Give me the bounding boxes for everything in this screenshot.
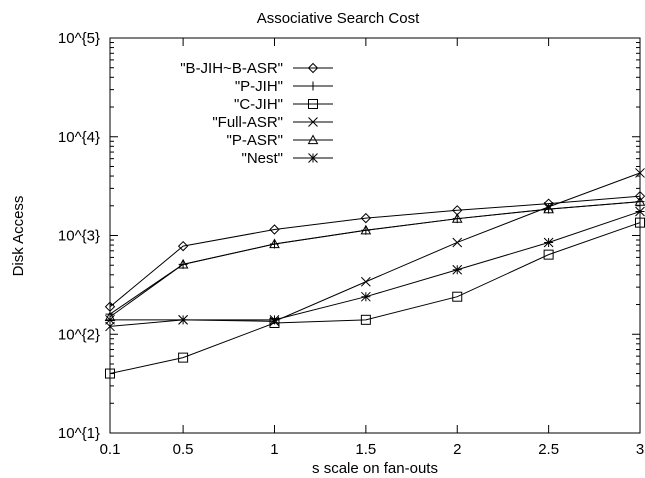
series-line (109, 201, 641, 318)
data-point-triangle (451, 213, 463, 223)
y-tick-label: 10^{3} (58, 228, 100, 245)
legend: "B-JIH~B-ASR""P-JIH""C-JIH""Full-ASR""P-… (180, 60, 333, 167)
data-point-star (635, 206, 645, 217)
data-point-star (105, 314, 115, 325)
x-tick-label: 2 (453, 441, 461, 458)
data-point-triangle (634, 196, 645, 206)
data-point-cross (361, 276, 371, 287)
series-line (110, 211, 641, 321)
data-point-triangle (543, 203, 554, 214)
y-tick-label: 10^{4} (58, 129, 100, 146)
data-point-square (360, 314, 371, 325)
data-point-star (178, 314, 188, 325)
series-line (109, 195, 641, 308)
x-tick-label: 2.5 (538, 441, 559, 458)
plot-frame (109, 37, 641, 434)
series-line (109, 222, 641, 375)
axis-ticks: 0.1 0.5 1 1.5 2 2.5 3 10^{1} 10^{2} 10^{3} 10^{4} 1… (58, 30, 644, 458)
legend-marker-cross (308, 117, 318, 127)
data-point-star (269, 314, 280, 325)
legend-marker-square (308, 99, 318, 109)
x-tick-label: 0.5 (173, 441, 194, 458)
data-point-square (543, 249, 554, 260)
series-line (109, 201, 641, 315)
legend-entry: "Nest" (242, 150, 333, 167)
legend-label: "C-JIH" (234, 96, 283, 113)
data-point-triangle (269, 238, 280, 249)
x-tick-label: 0.1 (100, 441, 121, 458)
series-layer (104, 168, 645, 379)
data-point-star (452, 264, 463, 275)
legend-label: "Full-ASR" (212, 114, 283, 131)
legend-entry: "P-JIH" (235, 78, 333, 95)
data-point-cross (452, 237, 463, 248)
chart-title: Associative Search Cost (257, 10, 420, 27)
legend-entry: "B-JIH~B-ASR" (180, 60, 333, 77)
data-point-square (178, 352, 189, 363)
series-5 (105, 206, 645, 325)
legend-label: "P-JIH" (235, 78, 283, 95)
data-point-triangle (360, 224, 372, 235)
data-point-triangle (177, 258, 189, 269)
data-point-diamond (360, 212, 372, 224)
data-point-square (105, 368, 115, 379)
series-4 (104, 196, 645, 321)
legend-label: "B-JIH~B-ASR" (180, 60, 283, 77)
data-point-square (452, 291, 463, 302)
y-axis-label: Disk Access (10, 196, 27, 277)
y-tick-label: 10^{1} (58, 425, 100, 442)
data-point-diamond (269, 224, 280, 235)
legend-entry: "C-JIH" (234, 96, 333, 113)
data-point-cross (635, 168, 645, 178)
data-point-diamond (177, 240, 189, 252)
series-line (109, 172, 641, 327)
y-tick-label: 10^{2} (58, 326, 100, 343)
x-tick-label: 1.5 (355, 441, 376, 458)
x-tick-label: 1 (270, 441, 278, 458)
legend-marker-triangle (307, 134, 319, 145)
x-axis-label: s scale on fan-outs (312, 460, 438, 477)
data-point-star (543, 237, 554, 248)
legend-label: "P-ASR" (227, 132, 284, 149)
legend-marker-plus (308, 81, 318, 91)
series-1 (105, 197, 645, 319)
legend-entry: "Full-ASR" (212, 114, 333, 131)
x-tick-label: 3 (636, 441, 644, 458)
series-0 (104, 190, 645, 312)
legend-marker-diamond (307, 62, 319, 74)
series-2 (105, 217, 645, 379)
legend-entry: "P-ASR" (227, 132, 333, 149)
data-point-star (361, 291, 371, 302)
y-tick-label: 10^{5} (58, 30, 100, 47)
legend-marker-star (308, 153, 318, 163)
legend-label: "Nest" (242, 150, 284, 167)
